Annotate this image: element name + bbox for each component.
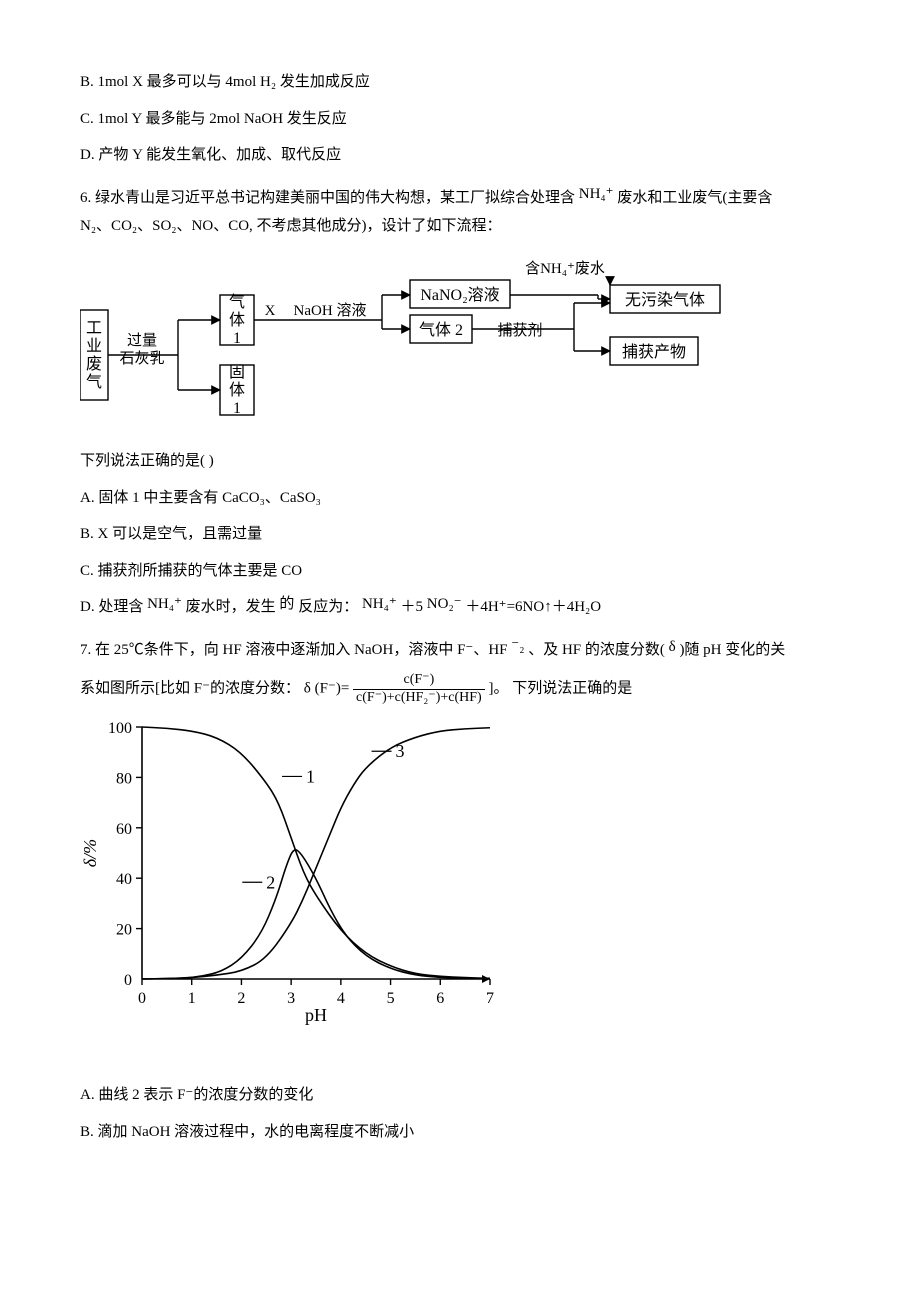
q6-d-mid2: 反应为：: [298, 599, 362, 615]
q6-stem-c: N₂、CO₂、SO₂、NO、CO, 不考虑其他成分)，设计了如下流程：: [80, 212, 840, 241]
q7-c: )随 pH 变化的关: [679, 642, 785, 658]
q6-option-d: D. 处理含 NH₄⁺ 废水时，发生 的 反应为： NH₄⁺ ＋5 NO₂⁻ ＋…: [80, 593, 840, 622]
q6-d-de: 的: [279, 596, 294, 612]
q6-stem: 6. 绿水青山是习近平总书记构建美丽中国的伟大构想，某工厂拟综合处理含 NH₄⁺…: [80, 184, 840, 241]
svg-text:pH: pH: [305, 1005, 327, 1025]
q6-d-eqc: NO₂⁻: [427, 596, 462, 612]
svg-text:100: 100: [108, 720, 132, 737]
svg-text:1: 1: [188, 990, 196, 1007]
svg-text:体: 体: [229, 381, 245, 399]
q7-chart: 0 1 2 3 4 5 6 7 20 40 60 80 100 0 pH δ/% 1 2 3: [80, 717, 840, 1038]
svg-text:气体 2: 气体 2: [419, 321, 463, 339]
svg-text:4: 4: [337, 990, 345, 1007]
q5-option-c: C. 1mol Y 最多能与 2mol NaOH 发生反应: [80, 105, 840, 134]
svg-text:1: 1: [306, 766, 315, 786]
svg-text:3: 3: [287, 990, 295, 1007]
svg-text:体: 体: [229, 311, 245, 329]
q6-stem-a: 6. 绿水青山是习近平总书记构建美丽中国的伟大构想，某工厂拟综合处理含: [80, 190, 579, 206]
q6-d-eqd: ＋4H⁺=6NO↑＋4H₂O: [465, 599, 601, 615]
svg-text:无污染气体: 无污染气体: [625, 291, 705, 309]
q6-option-b: B. X 可以是空气，且需过量: [80, 520, 840, 549]
q6-d-pre: D. 处理含: [80, 599, 147, 615]
q5-option-b: B. 1mol X 最多可以与 4mol H₂ 发生加成反应: [80, 68, 840, 97]
svg-text:NaOH 溶液: NaOH 溶液: [294, 302, 367, 319]
q6-d-mid: 废水时，发生: [186, 599, 276, 615]
svg-text:7: 7: [486, 990, 494, 1007]
q5-option-d: D. 产物 Y 能发生氧化、加成、取代反应: [80, 141, 840, 170]
q7-d: 系如图所示[比如 F⁻的浓度分数：: [80, 681, 304, 697]
q7-e: ]。 下列说法正确的是: [488, 681, 632, 697]
svg-text:80: 80: [116, 770, 132, 787]
q7-fraction: c(F⁻) c(F⁻)+c(HF₂⁻)+c(HF): [353, 672, 485, 707]
svg-text:气: 气: [229, 293, 245, 311]
svg-text:1: 1: [233, 400, 241, 417]
svg-text:气: 气: [86, 373, 102, 391]
svg-text:工: 工: [86, 320, 102, 337]
q7-option-a: A. 曲线 2 表示 F⁻的浓度分数的变化: [80, 1081, 840, 1110]
svg-text:1: 1: [233, 330, 241, 347]
svg-text:2: 2: [237, 990, 245, 1007]
svg-text:5: 5: [387, 990, 395, 1007]
q6-stem-b: 废水和工业废气(主要含: [617, 190, 772, 206]
q7-stem-line1: 7. 在 25℃条件下，向 HF 溶液中逐渐加入 NaOH，溶液中 F⁻、HF …: [80, 636, 840, 665]
svg-text:40: 40: [116, 871, 132, 888]
svg-text:δ/%: δ/%: [80, 838, 100, 866]
svg-text:含NH₄⁺废水: 含NH₄⁺废水: [525, 260, 605, 277]
q6-option-c: C. 捕获剂所捕获的气体主要是 CO: [80, 557, 840, 586]
q7-frac-num: c(F⁻): [353, 672, 485, 690]
q6-nh4: NH₄⁺: [579, 186, 614, 202]
svg-text:捕获产物: 捕获产物: [622, 343, 686, 361]
svg-text:业: 业: [86, 337, 102, 355]
svg-text:20: 20: [116, 921, 132, 938]
svg-text:3: 3: [396, 741, 405, 761]
svg-text:过量: 过量: [127, 332, 157, 349]
svg-text:X: X: [265, 303, 276, 319]
q7-delta: δ: [669, 639, 676, 655]
q7-hf2: ⁻₂: [511, 638, 524, 654]
q6-d-nh4: NH₄⁺: [147, 596, 182, 612]
q7-frac-lhs: δ (F⁻)=: [304, 681, 350, 697]
q7-stem-line2: 系如图所示[比如 F⁻的浓度分数： δ (F⁻)= c(F⁻) c(F⁻)+c(…: [80, 672, 840, 707]
q6-d-eqb: ＋5: [401, 599, 427, 615]
svg-text:废: 废: [86, 355, 102, 373]
svg-text:石灰乳: 石灰乳: [119, 350, 164, 367]
q7-a: 7. 在 25℃条件下，向 HF 溶液中逐渐加入 NaOH，溶液中 F⁻、HF: [80, 642, 508, 658]
q6-option-a: A. 固体 1 中主要含有 CaCO₃、CaSO₃: [80, 484, 840, 513]
svg-text:捕获剂: 捕获剂: [497, 322, 542, 339]
q7-frac-den: c(F⁻)+c(HF₂⁻)+c(HF): [353, 690, 485, 707]
svg-text:6: 6: [436, 990, 444, 1007]
q7-b: 、及 HF 的浓度分数(: [528, 642, 665, 658]
svg-text:0: 0: [138, 990, 146, 1007]
q7-option-b: B. 滴加 NaOH 溶液过程中，水的电离程度不断减小: [80, 1118, 840, 1147]
q6-flowchart: 工业废气过量石灰乳气体1固体1XNaOH 溶液NaNO₂溶液气体 2含NH₄⁺废…: [80, 255, 840, 436]
svg-text:0: 0: [124, 972, 132, 989]
q6-d-eqa: NH₄⁺: [362, 596, 397, 612]
svg-text:2: 2: [266, 872, 275, 892]
svg-text:固: 固: [229, 364, 245, 381]
q6-stem-d: 下列说法正确的是( ): [80, 447, 840, 476]
svg-text:60: 60: [116, 820, 132, 837]
svg-text:NaNO₂溶液: NaNO₂溶液: [420, 286, 499, 304]
